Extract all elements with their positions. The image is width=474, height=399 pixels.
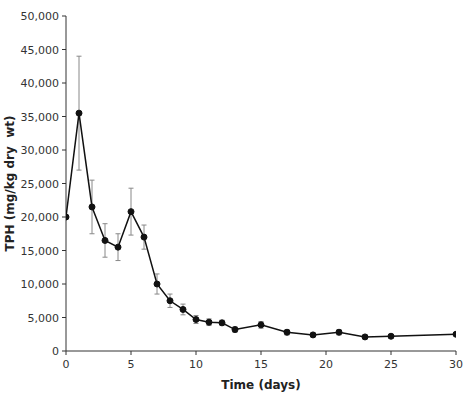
line [66, 113, 456, 337]
error-bar [90, 180, 95, 234]
axes: 0 5,000 10,000 15,000 20,000 25,000 30,000 35,0… [21, 10, 464, 371]
chart: 0 5,000 10,000 15,000 20,000 25,000 30,000 35,0… [0, 0, 474, 399]
x-axis-label: Time (days) [221, 378, 300, 392]
x-tick [456, 351, 457, 355]
y-tick [62, 16, 66, 17]
y-tick [62, 317, 66, 318]
error-bar [181, 304, 186, 315]
marker [310, 332, 316, 338]
y-tick [62, 250, 66, 251]
x-tick [391, 351, 392, 355]
x-tick-label: 10 [189, 358, 203, 371]
marker [128, 209, 134, 215]
y-tick [62, 83, 66, 84]
marker [76, 110, 82, 116]
y-tick-label: 45,000 [21, 44, 60, 57]
x-tick [196, 351, 197, 355]
y-tick-label: 0 [52, 345, 59, 358]
marker [141, 234, 147, 240]
y-tick-label: 5,000 [28, 312, 60, 325]
error-bar [220, 320, 225, 325]
marker [258, 322, 264, 328]
y-axis-line [66, 16, 67, 351]
x-tick [131, 351, 132, 355]
y-tick-label: 30,000 [21, 144, 60, 157]
marker [115, 244, 121, 250]
x-tick [66, 351, 67, 355]
x-tick-label: 5 [128, 358, 135, 371]
marker [102, 237, 108, 243]
marker [232, 327, 238, 333]
series [66, 56, 456, 340]
marker [193, 317, 199, 323]
y-axis-label: TPH (mg/kg dry wt) [3, 116, 17, 252]
y-tick [62, 351, 66, 352]
x-tick-label: 20 [319, 358, 333, 371]
marker [180, 306, 186, 312]
y-tick-label: 20,000 [21, 211, 60, 224]
error-bar [194, 315, 199, 323]
marker [219, 320, 225, 326]
error-bar [207, 319, 212, 326]
y-tick [62, 217, 66, 218]
marker [284, 329, 290, 335]
marker [66, 214, 69, 220]
marker [388, 333, 394, 339]
marker [89, 204, 95, 210]
error-bar [233, 327, 238, 332]
y-tick [62, 49, 66, 50]
marker [154, 281, 160, 287]
error-bar [311, 333, 316, 337]
marker [167, 298, 173, 304]
y-tick-label: 25,000 [21, 178, 60, 191]
x-tick [261, 351, 262, 355]
error-bar [103, 224, 108, 258]
marker [336, 329, 342, 335]
error-bar [363, 335, 368, 339]
error-bar [116, 234, 121, 261]
y-tick-label: 40,000 [21, 77, 60, 90]
marker [453, 331, 456, 337]
plot-area [66, 56, 456, 340]
error-bar [337, 330, 342, 335]
error-bar [77, 56, 82, 170]
marker [362, 334, 368, 340]
y-tick [62, 284, 66, 285]
x-tick-label: 0 [63, 358, 70, 371]
y-tick-label: 35,000 [21, 111, 60, 124]
x-axis-line [66, 351, 456, 352]
y-tick-label: 15,000 [21, 245, 60, 258]
y-tick [62, 183, 66, 184]
marker [206, 319, 212, 325]
x-tick [326, 351, 327, 355]
y-tick [62, 150, 66, 151]
x-tick-label: 25 [384, 358, 398, 371]
error-bar [285, 330, 290, 335]
x-tick-label: 30 [449, 358, 463, 371]
y-tick-label: 50,000 [21, 10, 60, 23]
error-bar [129, 188, 134, 235]
error-bar [168, 294, 173, 307]
x-tick-label: 15 [254, 358, 268, 371]
error-bar [389, 334, 394, 338]
error-bar [259, 322, 264, 329]
y-tick-label: 10,000 [21, 278, 60, 291]
y-tick [62, 116, 66, 117]
